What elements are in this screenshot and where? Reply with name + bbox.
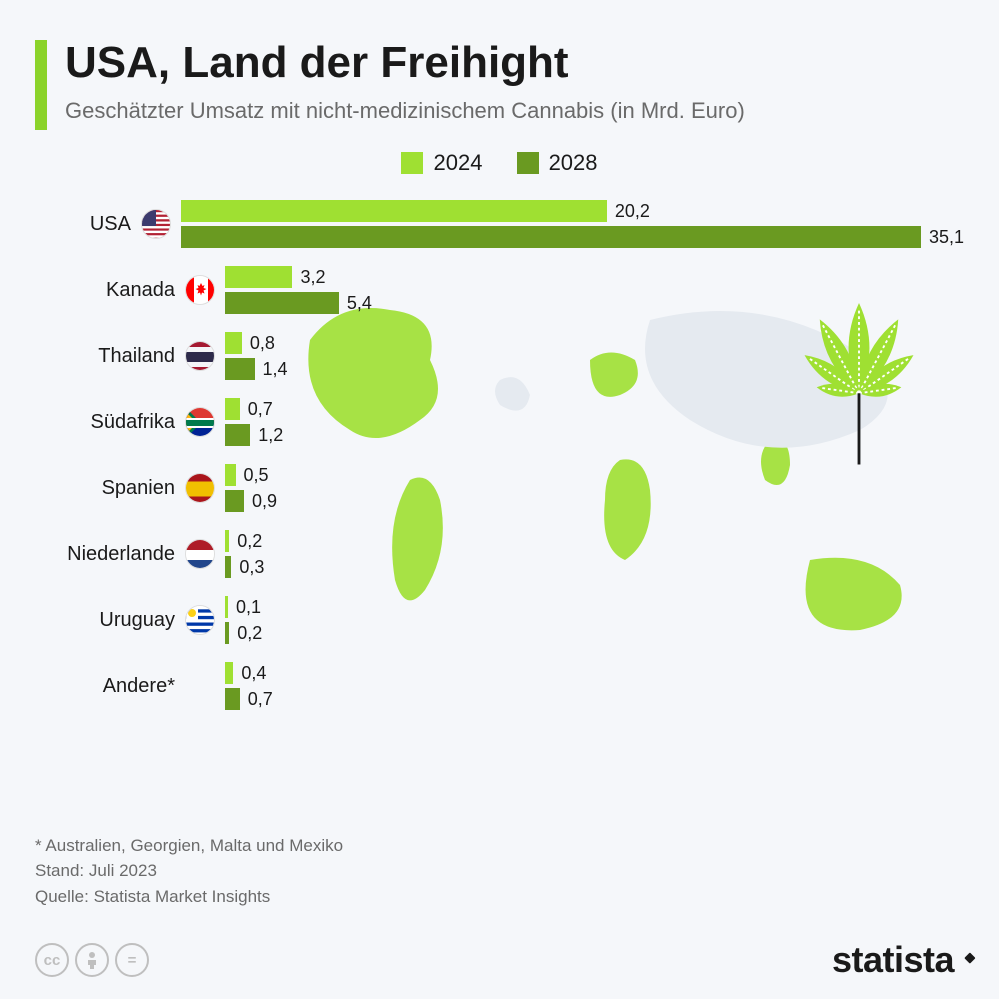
- brand-logo: statista: [832, 939, 964, 981]
- bar-value: 0,8: [250, 333, 275, 354]
- bar-2024: [181, 200, 607, 222]
- bar-2024: [225, 398, 240, 420]
- cc-license-icons: cc =: [35, 943, 149, 977]
- bar-value: 0,1: [236, 597, 261, 618]
- bar-group: 0,4 0,7: [225, 660, 964, 712]
- flag-za: [185, 407, 215, 437]
- bar-2028: [225, 292, 339, 314]
- flag-th: [185, 341, 215, 371]
- nd-icon: =: [115, 943, 149, 977]
- bar-value: 20,2: [615, 201, 650, 222]
- footnote-asterisk: * Australien, Georgien, Malta und Mexiko: [35, 833, 343, 859]
- country-label: Thailand: [35, 345, 183, 368]
- flag-es: [185, 473, 215, 503]
- legend: 2024 2028: [35, 150, 964, 180]
- flag-nl: [185, 539, 215, 569]
- legend-label: 2024: [433, 150, 482, 176]
- legend-item-2028: 2028: [517, 150, 598, 176]
- country-label: Andere*: [35, 675, 183, 698]
- bar-2024: [225, 662, 233, 684]
- page-subtitle: Geschätzter Umsatz mit nicht-medizinisch…: [65, 96, 745, 126]
- cannabis-leaf-icon: [764, 250, 954, 470]
- bar-value: 3,2: [300, 267, 325, 288]
- bar-value: 0,2: [237, 531, 262, 552]
- country-label: Spanien: [35, 477, 183, 500]
- flag-uy: [185, 605, 215, 635]
- bar-value: 0,7: [248, 689, 273, 710]
- footnote-quelle: Quelle: Statista Market Insights: [35, 884, 343, 910]
- bar-2024: [225, 266, 292, 288]
- flag-us: [141, 209, 171, 239]
- footnotes: * Australien, Georgien, Malta und Mexiko…: [35, 833, 343, 910]
- header: USA, Land der Freihight Geschätzter Umsa…: [35, 40, 964, 130]
- cc-icon: cc: [35, 943, 69, 977]
- bar-2028: [225, 358, 255, 380]
- bar-2024: [225, 464, 236, 486]
- bar-2028: [225, 556, 231, 578]
- chart-row: USA 20,2 35,1: [35, 198, 964, 250]
- bar-2028: [225, 688, 240, 710]
- bar-value: 0,7: [248, 399, 273, 420]
- bar-value: 1,4: [263, 359, 288, 380]
- chart-row: Uruguay 0,1 0,2: [35, 594, 964, 646]
- bar-value: 5,4: [347, 293, 372, 314]
- country-label: Uruguay: [35, 609, 183, 632]
- country-label: Kanada: [35, 279, 183, 302]
- bar-2028: [225, 490, 244, 512]
- bar-2028: [181, 226, 921, 248]
- legend-swatch-2028: [517, 152, 539, 174]
- footnote-stand: Stand: Juli 2023: [35, 858, 343, 884]
- bar-2024: [225, 596, 228, 618]
- bar-group: 0,2 0,3: [225, 528, 964, 580]
- chart-row: Andere* 0,4 0,7: [35, 660, 964, 712]
- bar-value: 1,2: [258, 425, 283, 446]
- bar-value: 0,9: [252, 491, 277, 512]
- flag-ca: [185, 275, 215, 305]
- bar-value: 0,2: [237, 623, 262, 644]
- bar-value: 0,4: [241, 663, 266, 684]
- legend-swatch-2024: [401, 152, 423, 174]
- legend-label: 2028: [549, 150, 598, 176]
- bar-2028: [225, 424, 250, 446]
- bar-value: 0,3: [239, 557, 264, 578]
- bar-value: 0,5: [244, 465, 269, 486]
- bar-2024: [225, 530, 229, 552]
- bar-value: 35,1: [929, 227, 964, 248]
- country-label: USA: [35, 213, 139, 236]
- page-title: USA, Land der Freihight: [65, 40, 745, 86]
- chart-row: Niederlande 0,2 0,3: [35, 528, 964, 580]
- legend-item-2024: 2024: [401, 150, 482, 176]
- by-icon: [75, 943, 109, 977]
- bar-group: 0,1 0,2: [225, 594, 964, 646]
- bottom-bar: cc = statista: [35, 939, 964, 981]
- bar-group: 20,2 35,1: [181, 198, 964, 250]
- bar-2028: [225, 622, 229, 644]
- accent-bar: [35, 40, 47, 130]
- bar-2024: [225, 332, 242, 354]
- country-label: Südafrika: [35, 411, 183, 434]
- country-label: Niederlande: [35, 543, 183, 566]
